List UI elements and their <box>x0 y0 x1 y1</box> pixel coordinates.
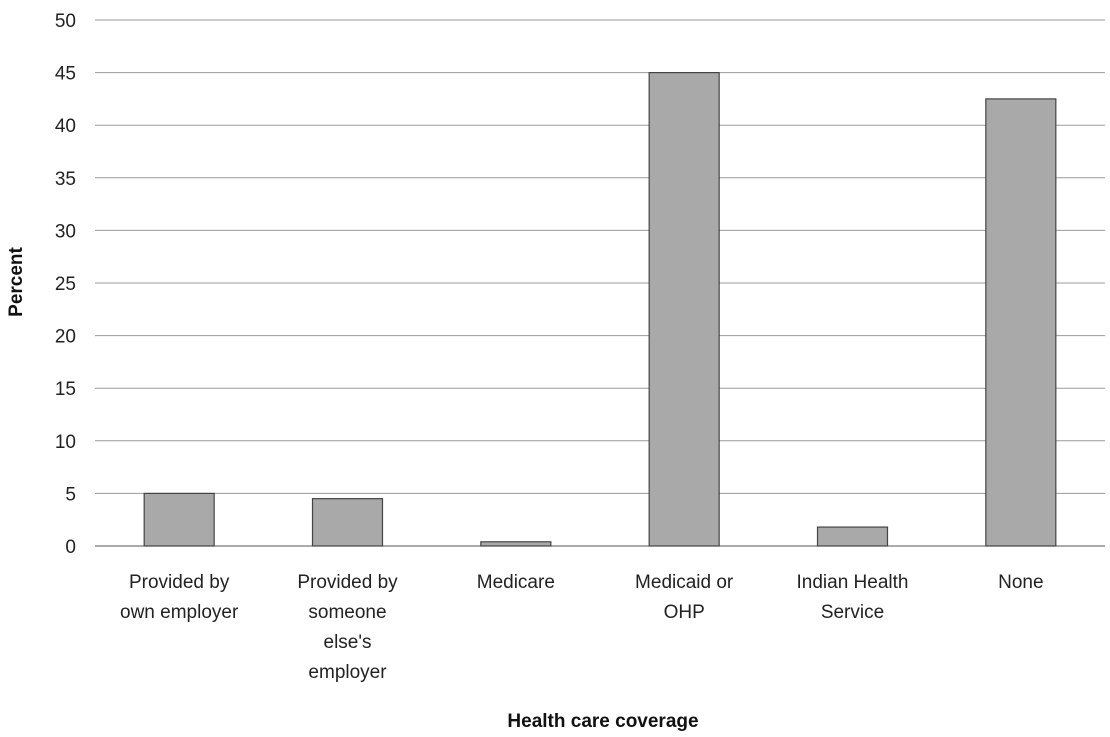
bar <box>480 541 552 547</box>
x-category-label: Medicare <box>477 572 555 593</box>
x-category-label: Provided by someone else's employer <box>297 572 398 683</box>
y-tick-label: 10 <box>55 432 76 453</box>
x-category-label: Indian Health Service <box>797 572 909 623</box>
y-tick-label: 20 <box>55 327 76 348</box>
x-category-label: Medicaid or OHP <box>635 572 734 623</box>
bars <box>143 71 1057 547</box>
bar <box>311 498 384 547</box>
bar <box>143 492 215 547</box>
y-tick-label: 0 <box>65 537 76 558</box>
y-axis-ticks: 0 5 10 15 20 25 30 35 40 45 50 <box>55 11 76 558</box>
y-tick-label: 30 <box>55 221 76 242</box>
x-axis-categories: Provided by own employer Provided by someon… <box>120 572 1044 683</box>
y-tick-label: 45 <box>55 64 76 85</box>
y-tick-label: 25 <box>55 274 76 295</box>
y-axis-title: Percent <box>6 246 27 316</box>
bar <box>985 98 1057 547</box>
x-category-label: None <box>998 572 1043 593</box>
y-tick-label: 15 <box>55 379 76 400</box>
gridlines <box>95 19 1105 494</box>
x-axis-title: Health care coverage <box>507 711 698 732</box>
bar <box>816 526 889 547</box>
x-category-label: Provided by own employer <box>120 572 239 623</box>
y-tick-label: 5 <box>65 484 76 505</box>
y-tick-label: 35 <box>55 169 76 190</box>
y-tick-label: 40 <box>55 116 76 137</box>
bar <box>648 71 720 547</box>
y-tick-label: 50 <box>55 11 76 32</box>
